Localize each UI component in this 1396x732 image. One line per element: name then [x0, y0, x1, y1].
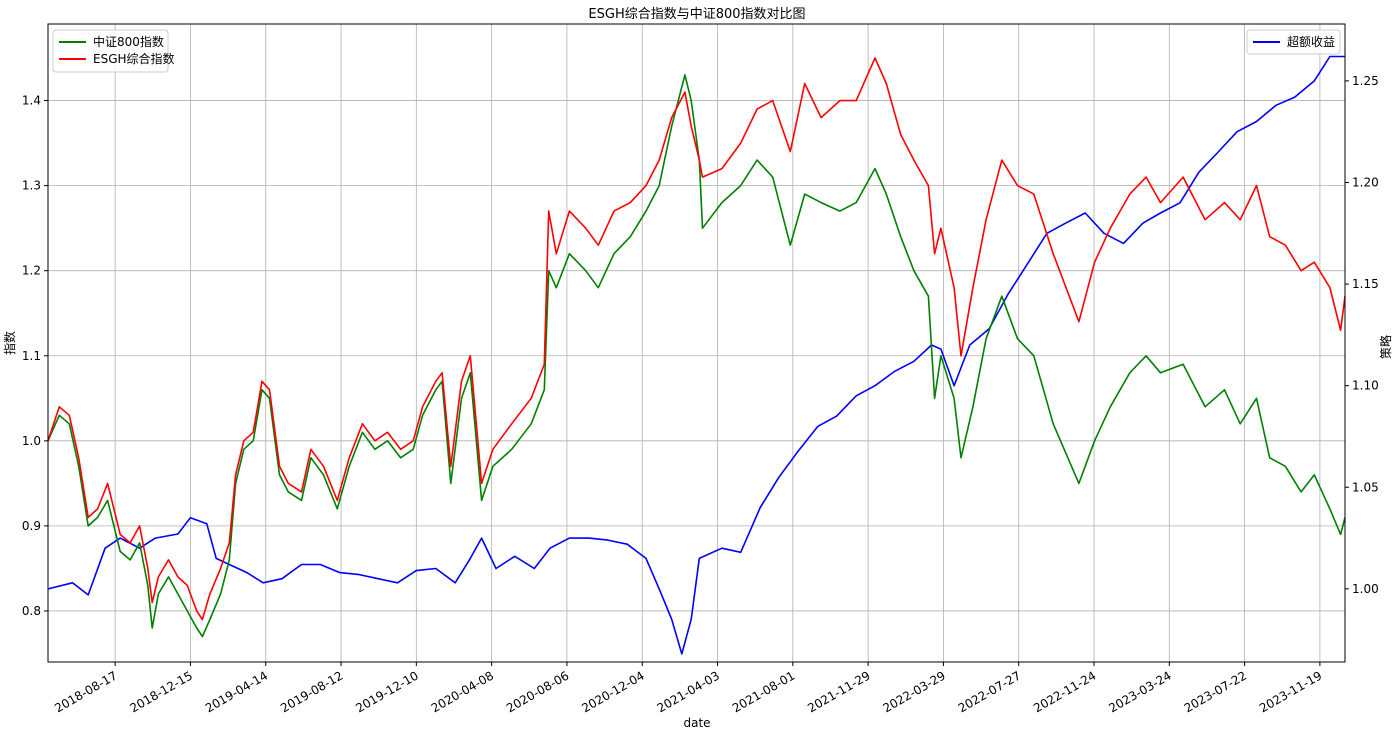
x-tick-label: 2021-04-03	[655, 668, 722, 715]
legend-left-box	[52, 29, 169, 73]
x-tick-label: 2023-07-22	[1182, 668, 1249, 715]
x-tick-label: 2021-11-29	[805, 668, 872, 715]
y-right-tick-label: 1.15	[1352, 277, 1379, 291]
y-left-tick-label: 0.9	[22, 519, 41, 533]
y-right-tick-label: 1.25	[1352, 74, 1379, 88]
x-tick-label: 2022-11-24	[1031, 668, 1098, 715]
y-axis-right: 1.00 1.05 1.10 1.15 1.20 1.25	[1345, 74, 1379, 596]
legend-left: 中证800指数 ESGH综合指数	[52, 29, 175, 73]
legend-right-box	[1246, 29, 1341, 55]
y-left-tick-label: 1.3	[22, 179, 41, 193]
x-tick-label: 2020-04-08	[429, 668, 496, 715]
x-tick-label: 2023-11-19	[1257, 668, 1324, 715]
y-left-tick-label: 1.2	[22, 264, 41, 278]
y-left-tick-label: 1.1	[22, 349, 41, 363]
legend-label-csi800: 中证800指数	[93, 34, 164, 49]
y-left-tick-label: 0.8	[22, 604, 41, 618]
y-axis-right-label: 策略	[1378, 335, 1393, 359]
series-line-esgh	[47, 57, 1346, 621]
y-right-tick-label: 1.10	[1352, 379, 1379, 393]
x-tick-label: 2022-03-29	[881, 668, 948, 715]
x-tick-label: 2019-04-14	[203, 668, 270, 715]
y-right-tick-label: 1.20	[1352, 175, 1379, 189]
legend-right: 超额收益	[1246, 29, 1341, 55]
x-tick-label: 2023-03-24	[1106, 668, 1173, 715]
y-left-tick-label: 1.0	[22, 434, 41, 448]
y-right-tick-label: 1.00	[1352, 582, 1379, 596]
x-tick-label: 2019-08-12	[278, 668, 345, 715]
grid	[48, 24, 1345, 662]
x-tick-label: 2021-08-01	[730, 668, 797, 715]
x-tick-label: 2022-07-27	[956, 668, 1023, 715]
y-axis-left: 0.8 0.9 1.0 1.1 1.2 1.3 1.4	[22, 94, 48, 618]
y-axis-left-label: 指数	[2, 331, 17, 355]
x-tick-label: 2020-12-04	[579, 668, 646, 715]
y-left-tick-label: 1.4	[22, 94, 41, 108]
plot-frame	[47, 23, 1346, 663]
legend-label-esgh: ESGH综合指数	[93, 51, 175, 66]
series-layer	[47, 55, 1346, 655]
series-line-excess	[47, 55, 1345, 655]
x-tick-label: 2019-12-10	[353, 668, 420, 715]
chart-title: ESGH综合指数与中证800指数对比图	[588, 7, 805, 22]
x-tick-label: 2020-08-06	[504, 668, 571, 715]
x-tick-label: 2018-12-15	[128, 668, 195, 715]
y-right-tick-label: 1.05	[1352, 480, 1379, 494]
legend-label-excess: 超额收益	[1287, 34, 1335, 49]
x-tick-label: 2018-08-17	[52, 668, 119, 715]
x-axis: 2018-08-17 2018-12-15 2019-04-14 2019-08-12…	[52, 662, 1324, 715]
x-axis-label: date	[683, 716, 710, 730]
series-line-csi800	[47, 74, 1346, 638]
